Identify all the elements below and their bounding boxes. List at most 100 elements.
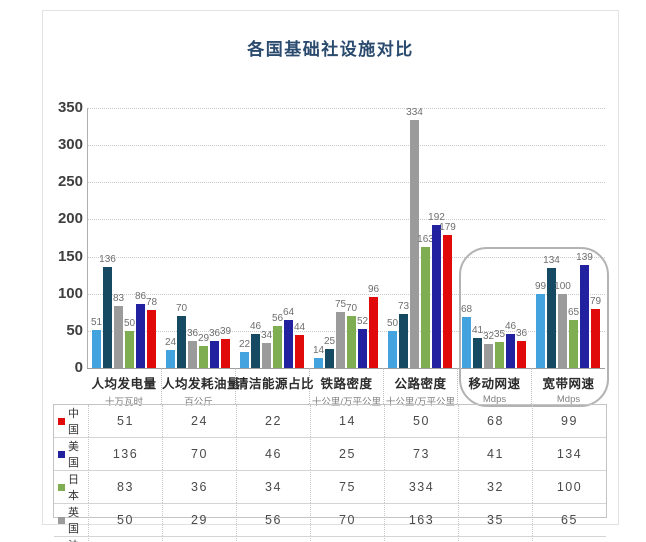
table-value-cell: 29	[162, 503, 236, 536]
bar: 70	[176, 303, 187, 368]
bar: 334	[406, 107, 423, 368]
y-axis-tick-label: 200	[57, 210, 83, 228]
bar: 136	[99, 254, 116, 368]
legend-color-swatch	[58, 516, 65, 524]
y-axis-line	[87, 108, 88, 368]
chart-panel: 各国基础社设施对比 0 50 100 150 200 250 300 350 51 136 83 5…	[42, 10, 619, 542]
bar-value-label: 24	[164, 337, 177, 348]
bar-value-label: 163	[417, 234, 434, 245]
country-name: 中国	[68, 408, 79, 436]
bar-value-label: 96	[367, 284, 380, 295]
bar-value-label: 39	[219, 326, 232, 337]
bar-value-label: 134	[543, 255, 560, 266]
bar: 65	[568, 307, 579, 368]
category-unit-label: 百公斤	[184, 397, 213, 408]
bar: 100	[554, 281, 571, 368]
bar: 46	[250, 321, 261, 368]
x-axis-line	[87, 368, 605, 369]
bar-value-label: 56	[271, 313, 284, 324]
table-country-cell: 英国	[54, 503, 88, 536]
table-value-cell: 134	[532, 437, 606, 470]
bar: 64	[283, 307, 294, 368]
category-unit-label: 十万瓦时	[104, 397, 143, 408]
bar: 99	[535, 281, 546, 368]
bar: 36	[187, 328, 198, 368]
table-value-cell: 100	[532, 470, 606, 503]
y-axis-tick-label: 50	[66, 321, 83, 339]
bar-value-label: 52	[356, 316, 369, 327]
table-value-cell: 50	[384, 405, 458, 437]
bar-value-label: 25	[323, 336, 336, 347]
bar: 56	[272, 313, 283, 368]
bar: 163	[417, 234, 434, 368]
bar-value-label: 99	[534, 281, 547, 292]
chart-title: 各国基础社设施对比	[247, 40, 414, 59]
table-value-cell: 36	[162, 536, 236, 542]
category-unit-label: Mdps	[482, 394, 507, 405]
bar-value-label: 86	[134, 291, 147, 302]
category-header-cell: 移动网速 Mdps	[457, 368, 531, 405]
bar: 96	[368, 284, 379, 368]
bar-value-label: 22	[238, 339, 251, 350]
category-label: 人均发电量	[91, 377, 157, 391]
legend-color-swatch	[58, 417, 65, 425]
bar-group: 50 73 334 163 192 179	[383, 107, 457, 368]
country-name: 日本	[68, 474, 79, 502]
category-header-cell: 人均发电量 十万瓦时	[87, 368, 161, 408]
bar-value-label: 50	[386, 318, 399, 329]
table-country-cell: 日本	[54, 470, 88, 503]
bar-value-label: 36	[208, 328, 221, 339]
table-value-cell: 163	[384, 503, 458, 536]
bar: 86	[135, 291, 146, 368]
bar: 41	[472, 325, 483, 368]
bar: 24	[165, 337, 176, 368]
table-value-cell: 65	[532, 503, 606, 536]
bar: 34	[261, 330, 272, 368]
table-value-cell: 86	[88, 536, 162, 542]
y-axis-tick-label: 100	[57, 284, 83, 302]
bar-value-label: 36	[515, 328, 528, 339]
bar: 75	[335, 299, 346, 368]
bar-group: 14 25 75 70 52 96	[309, 108, 383, 368]
country-name: 美国	[68, 441, 79, 469]
bar-value-label: 65	[567, 307, 580, 318]
table-value-cell: 46	[458, 536, 532, 542]
bar-value-label: 73	[397, 301, 410, 312]
bar: 50	[124, 318, 135, 368]
bar-value-label: 136	[99, 254, 116, 265]
bar-value-label: 64	[282, 307, 295, 318]
category-header-cell: 清洁能源占比	[235, 368, 315, 404]
bar: 36	[209, 328, 220, 368]
table-value-cell: 75	[310, 470, 384, 503]
gridline	[87, 330, 605, 332]
gridline	[87, 219, 605, 221]
legend-color-swatch	[58, 483, 65, 491]
category-header-cell: 宽带网速 Mdps	[531, 368, 605, 405]
category-header-cell: 人均发耗油量 百公斤	[161, 368, 240, 408]
table-value-cell: 41	[458, 437, 532, 470]
table-value-cell: 334	[384, 470, 458, 503]
table-country-cell: 中国	[54, 405, 88, 437]
bar-group: 68 41 32 35 46 36	[457, 108, 531, 368]
bar-value-label: 83	[112, 293, 125, 304]
table-value-cell: 68	[458, 405, 532, 437]
category-unit-label: 十公里/万平公里	[311, 397, 382, 408]
legend-color-swatch	[58, 450, 65, 458]
bar: 46	[505, 321, 516, 368]
y-axis-tick-label: 150	[57, 247, 83, 265]
country-name: 法国	[68, 537, 88, 542]
bar-group: 24 70 36 29 36 39	[161, 108, 235, 368]
table-value-cell: 70	[162, 437, 236, 470]
bar-group: 22 46 34 56 64 44	[235, 108, 309, 368]
category-unit-label: 十公里/万平公里	[385, 397, 456, 408]
category-label: 清洁能源占比	[236, 377, 315, 391]
table-value-cell: 32	[458, 470, 532, 503]
table-value-cell: 56	[236, 503, 310, 536]
bar-value-label: 50	[123, 318, 136, 329]
bar: 36	[516, 328, 527, 368]
bar: 179	[439, 222, 456, 368]
table-value-cell: 25	[310, 437, 384, 470]
bar-value-label: 75	[334, 299, 347, 310]
bar: 35	[494, 329, 505, 368]
